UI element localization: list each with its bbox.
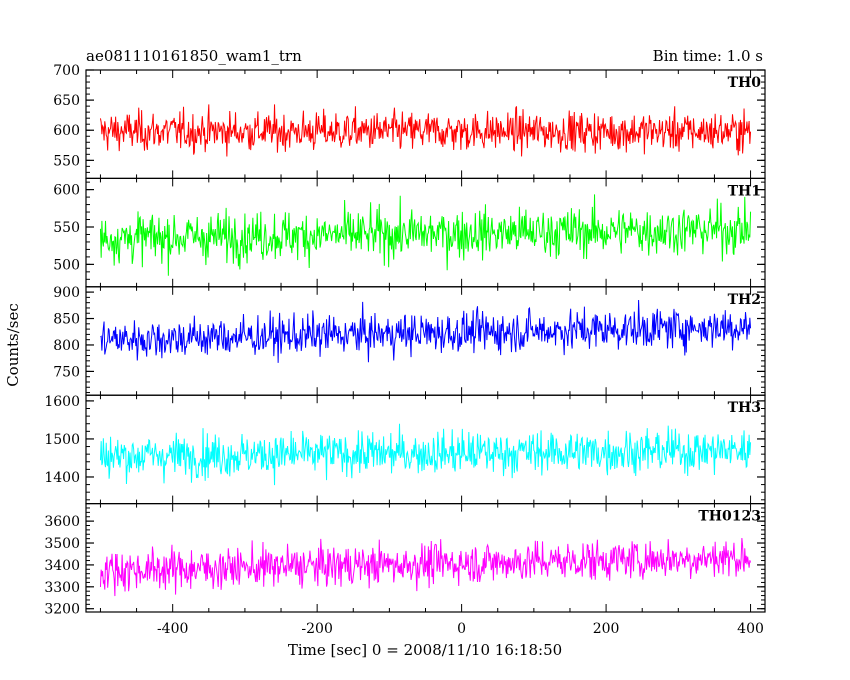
y-tick-label: 1600 [44,394,80,410]
series-label: TH1 [728,183,761,199]
series-line-th3 [99,423,752,486]
y-tick-label: 550 [53,220,80,236]
y-tick-label: 900 [53,285,80,301]
y-tick-label: 3600 [44,514,80,530]
panel-th3: 1400 1500 1600 TH3 [44,394,766,505]
y-tick-label: 600 [53,123,80,139]
x-axis-label: Time [sec] 0 = 2008/11/10 16:18:50 [288,641,562,659]
series-line-th2 [100,300,752,363]
y-tick-label: 650 [53,93,80,109]
x-tick-label: 0 [457,621,466,637]
y-tick-label: 850 [53,312,80,328]
x-tick-label: 200 [593,621,620,637]
series-label: TH0123 [698,509,761,525]
series-line-th1 [99,194,752,276]
y-axis-label: Counts/sec [4,303,22,387]
panel-th0123: 3200 3300 3400 3500 3600 TH0123 [44,503,766,618]
y-tick-label: 600 [53,183,80,199]
y-tick-label: 800 [53,338,80,354]
y-tick-label: 1400 [44,470,80,486]
bin-time-label: Bin time: 1.0 s [653,47,763,65]
series-label: TH2 [728,292,761,308]
panel-th0: 550 600 650 700 TH0 [53,63,766,180]
panels-group: 550 600 650 700 TH0 500 550 600 TH1 750 800 850 900 T… [44,63,766,618]
y-tick-label: 700 [53,63,80,79]
y-tick-label: 3400 [44,558,80,574]
y-tick-label: 750 [53,364,80,380]
y-tick-label: 3200 [44,602,80,618]
panel-th1: 500 550 600 TH1 [53,177,766,288]
y-tick-label: 550 [53,153,80,169]
y-tick-label: 3500 [44,536,80,552]
x-tick-label: -400 [157,621,188,637]
series-line-th0123 [99,537,752,597]
x-axis: -400 -200 0 200 400 [157,621,764,637]
series-label: TH0 [728,75,762,91]
x-tick-label: 400 [737,621,764,637]
chart-title: ae081110161850_wam1_trn [86,47,302,65]
series-line-th0 [99,104,752,157]
y-tick-label: 3300 [44,580,80,596]
y-tick-label: 1500 [44,432,80,448]
y-tick-label: 500 [53,257,80,273]
panel-th2: 750 800 850 900 TH2 [53,285,766,396]
x-tick-label: -200 [301,621,332,637]
series-label: TH3 [728,400,761,416]
